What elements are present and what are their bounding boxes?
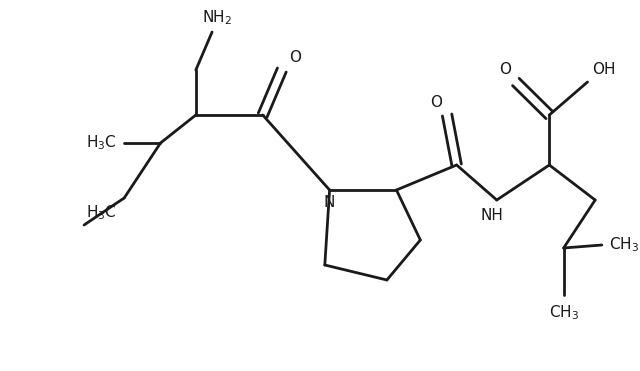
Text: CH$_3$: CH$_3$ [548,303,579,322]
Text: NH$_2$: NH$_2$ [202,8,232,27]
Text: O: O [499,62,511,77]
Text: O: O [430,95,442,110]
Text: H$_3$C: H$_3$C [86,204,116,222]
Text: OH: OH [592,62,616,77]
Text: O: O [289,50,301,65]
Text: H$_3$C: H$_3$C [86,134,116,152]
Text: NH: NH [481,208,504,223]
Text: CH$_3$: CH$_3$ [609,236,639,255]
Text: N: N [324,195,335,210]
